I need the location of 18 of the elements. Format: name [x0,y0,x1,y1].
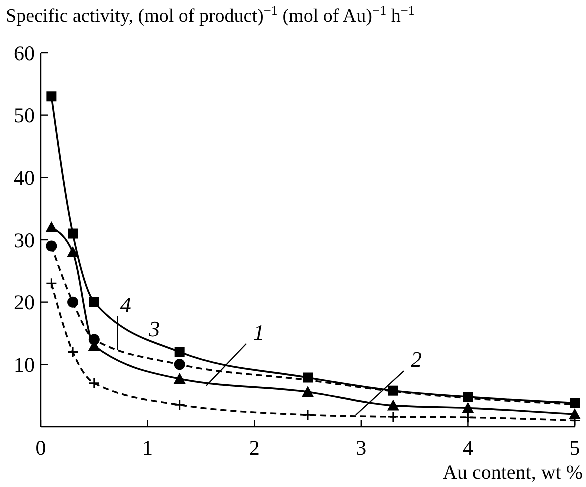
y-tick-label: 10 [14,353,35,378]
x-tick-label: 1 [142,436,154,460]
annotation: 3 [148,316,160,342]
y-axis-title: Specific activity, (mol of product)$^{−1}$ (mol of Au)$^{−1}$ h$^{−1}$ [6,2,416,27]
y-tick-label: 20 [14,290,35,315]
y-tick-label: 60 [14,41,35,66]
annotation: 2 [411,347,422,372]
annotation: 1 [254,320,265,345]
x-tick-label: 3 [356,436,367,460]
y-tick-label: 30 [14,228,35,252]
x-tick-label: 5 [570,436,580,460]
annotation: 4 [120,292,132,318]
x-tick-label: 4 [462,436,474,460]
y-tick-label: 40 [14,166,35,190]
x-axis-title: Au content, wt % [443,462,583,484]
x-tick-label: 0 [36,436,46,460]
x-tick-label: 2 [249,436,260,460]
y-tick-label: 50 [14,104,35,128]
